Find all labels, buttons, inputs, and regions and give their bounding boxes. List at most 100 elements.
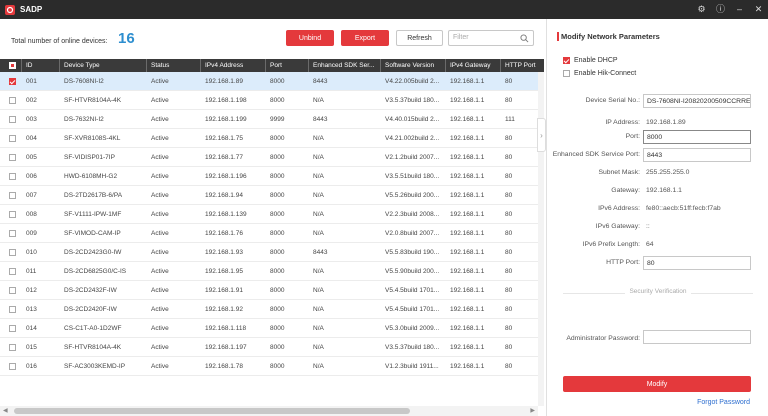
- column-header-port[interactable]: Port: [266, 59, 309, 72]
- cell-software-version: V5.3.0build 2009...: [385, 325, 440, 332]
- select-all-checkbox[interactable]: [9, 62, 16, 69]
- cell-ipv4-gateway: 192.168.1.1: [450, 363, 485, 370]
- column-header-http-port[interactable]: HTTP Port: [505, 62, 536, 69]
- minimize-icon[interactable]: –: [736, 4, 742, 14]
- settings-gear-icon[interactable]: ⚙: [697, 4, 706, 14]
- horizontal-scroll-thumb[interactable]: [14, 408, 410, 414]
- row-checkbox[interactable]: [9, 135, 16, 142]
- port-label: Port:: [625, 133, 640, 140]
- table-row[interactable]: 015 SF-HTVR8104A-4K Active 192.168.1.197 800…: [0, 338, 538, 357]
- table-row[interactable]: 013 DS-2CD2420F-IW Active 192.168.1.92 8000 N…: [0, 300, 538, 319]
- search-icon[interactable]: [520, 34, 529, 43]
- chevron-right-icon[interactable]: ›: [540, 130, 543, 140]
- filter-input[interactable]: Filter: [448, 30, 534, 46]
- scroll-left-icon[interactable]: ◀: [3, 408, 8, 414]
- row-checkbox[interactable]: [9, 173, 16, 180]
- row-checkbox[interactable]: [9, 78, 16, 85]
- enable-hik-connect-label: Enable Hik-Connect: [574, 70, 637, 77]
- row-checkbox[interactable]: [9, 116, 16, 123]
- horizontal-scrollbar[interactable]: ◀ ▶: [0, 406, 538, 416]
- cell-ipv4-address: 192.168.1.91: [205, 287, 243, 294]
- refresh-button[interactable]: Refresh: [396, 30, 443, 46]
- row-checkbox[interactable]: [9, 268, 16, 275]
- table-row[interactable]: 002 SF-HTVR8104A-4K Active 192.168.1.198 800…: [0, 91, 538, 110]
- row-checkbox[interactable]: [9, 306, 16, 313]
- row-checkbox[interactable]: [9, 192, 16, 199]
- cell-software-version: V5.5.26build 200...: [385, 192, 440, 199]
- column-header-ipv4-address[interactable]: IPv4 Address: [201, 59, 266, 72]
- row-checkbox[interactable]: [9, 363, 16, 370]
- cell-http-port: 80: [505, 306, 513, 313]
- cell-device-type: DS-2CD2432F-IW: [64, 287, 117, 294]
- table-row[interactable]: 006 HWD-6108MH-G2 Active 192.168.1.196 8000 N…: [0, 167, 538, 186]
- cell-port: 8000: [270, 287, 285, 294]
- table-row[interactable]: 012 DS-2CD2432F-IW Active 192.168.1.91 8000 N…: [0, 281, 538, 300]
- export-button[interactable]: Export: [341, 30, 389, 46]
- cell-enhanced-sdk-port: N/A: [313, 97, 324, 104]
- table-row[interactable]: 005 SF-VIDISP01-7IP Active 192.168.1.77 8000…: [0, 148, 538, 167]
- cell-port: 8000: [270, 173, 285, 180]
- cell-device-type: SF-VIMOD-CAM-IP: [64, 230, 121, 237]
- enable-dhcp-checkbox[interactable]: [563, 57, 570, 64]
- column-header-ipv4-gateway[interactable]: IPv4 Gateway: [446, 59, 501, 72]
- cell-ipv4-gateway: 192.168.1.1: [450, 154, 485, 161]
- column-header-id[interactable]: ID: [22, 59, 60, 72]
- column-header-device-type[interactable]: Device Type: [60, 59, 147, 72]
- cell-status: Active: [151, 249, 169, 256]
- forgot-password-link[interactable]: Forgot Password: [697, 399, 750, 406]
- row-checkbox[interactable]: [9, 287, 16, 294]
- cell-ipv4-gateway: 192.168.1.1: [450, 211, 485, 218]
- cell-ipv4-gateway: 192.168.1.1: [450, 192, 485, 199]
- table-row[interactable]: 009 SF-VIMOD-CAM-IP Active 192.168.1.76 8000…: [0, 224, 538, 243]
- table-row[interactable]: 004 SF-XVR8108S-4KL Active 192.168.1.75 8000…: [0, 129, 538, 148]
- collapse-panel-handle[interactable]: ›: [537, 118, 546, 152]
- table-row[interactable]: 011 DS-2CD6825G0/C-IS Active 192.168.1.95 80…: [0, 262, 538, 281]
- column-header-software-version[interactable]: Software Version: [381, 59, 446, 72]
- cell-enhanced-sdk-port: 8443: [313, 78, 328, 85]
- column-header-status[interactable]: Status: [147, 59, 201, 72]
- cell-port: 8000: [270, 78, 285, 85]
- row-checkbox[interactable]: [9, 97, 16, 104]
- device-list-panel: Total number of online devices: 16 Unbin…: [0, 19, 544, 416]
- enhanced-sdk-service-port-input[interactable]: 8443: [643, 148, 751, 162]
- cell-status: Active: [151, 287, 169, 294]
- scroll-right-icon[interactable]: ▶: [530, 408, 535, 414]
- row-checkbox[interactable]: [9, 211, 16, 218]
- cell-status: Active: [151, 78, 169, 85]
- table-row[interactable]: 014 CS-C1T-A0-1D2WF Active 192.168.1.118 800…: [0, 319, 538, 338]
- table-row[interactable]: 010 DS-2CD2423G0-IW Active 192.168.1.93 8000…: [0, 243, 538, 262]
- cell-ipv4-address: 192.168.1.89: [205, 78, 243, 85]
- select-all-cell[interactable]: [0, 59, 22, 72]
- table-row[interactable]: 003 DS-7632NI-I2 Active 192.168.1.199 9999 84…: [0, 110, 538, 129]
- cell-ipv4-address: 192.168.1.118: [205, 325, 247, 332]
- table-row[interactable]: 007 DS-2TD2617B-6/PA Active 192.168.1.94 800…: [0, 186, 538, 205]
- row-checkbox[interactable]: [9, 154, 16, 161]
- table-row[interactable]: 001 DS-7608NI-I2 Active 192.168.1.89 8000 844…: [0, 72, 538, 91]
- cell-status: Active: [151, 363, 169, 370]
- cell-port: 8000: [270, 154, 285, 161]
- admin-password-label: Administrator Password:: [566, 335, 640, 342]
- row-checkbox[interactable]: [9, 325, 16, 332]
- http-port-input[interactable]: 80: [643, 256, 751, 270]
- table-row[interactable]: 008 SF-V1111-IPW-1MF Active 192.168.1.139 80…: [0, 205, 538, 224]
- row-checkbox[interactable]: [9, 249, 16, 256]
- vertical-scrollbar[interactable]: [538, 72, 544, 406]
- row-checkbox[interactable]: [9, 344, 16, 351]
- cell-http-port: 80: [505, 230, 513, 237]
- info-icon[interactable]: ⓘ: [715, 4, 725, 14]
- enable-hik-connect-checkbox[interactable]: [563, 70, 570, 77]
- admin-password-input[interactable]: [643, 330, 751, 344]
- unbind-button[interactable]: Unbind: [286, 30, 334, 46]
- cell-ipv4-address: 192.168.1.78: [205, 363, 243, 370]
- table-row[interactable]: 016 SF-AC3003KEMD-IP Active 192.168.1.78 800…: [0, 357, 538, 376]
- cell-status: Active: [151, 154, 169, 161]
- port-input[interactable]: 8000: [643, 130, 751, 144]
- cell-status: Active: [151, 173, 169, 180]
- device-serial-no-input[interactable]: DS-7608NI-I20820200509CCRRE4: [643, 94, 751, 108]
- modify-button[interactable]: Modify: [563, 376, 751, 392]
- ipv6-address-value: fe80::aecb:51ff:fecb:f7ab: [646, 205, 721, 212]
- close-icon[interactable]: ✕: [754, 4, 763, 14]
- sadp-logo-icon: [5, 4, 15, 15]
- row-checkbox[interactable]: [9, 230, 16, 237]
- column-header-enhanced-sdk-port[interactable]: Enhanced SDK Ser...: [309, 59, 381, 72]
